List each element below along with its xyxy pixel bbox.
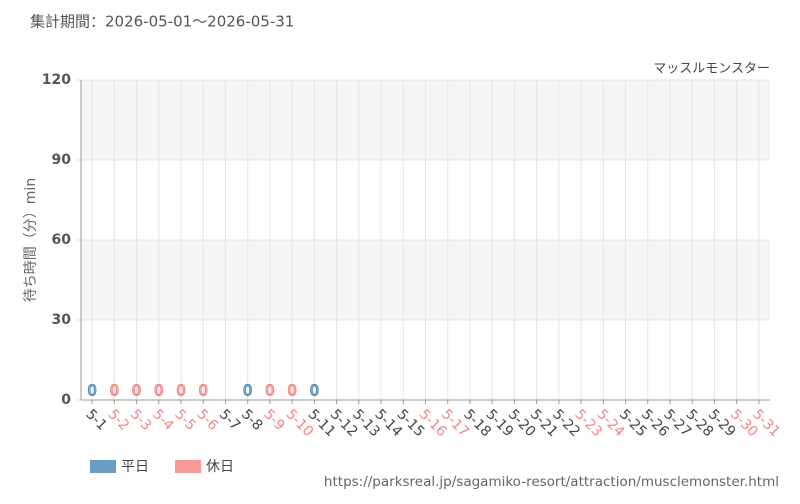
- value-label: 0: [265, 382, 275, 400]
- value-label: 0: [132, 382, 142, 400]
- y-tick-label: 120: [42, 72, 71, 88]
- legend-label: 休日: [206, 459, 234, 475]
- x-tick-label: 5-7: [216, 406, 243, 433]
- y-tick-label: 60: [52, 232, 72, 248]
- value-label: 0: [176, 382, 186, 400]
- x-tick-label: 5-4: [149, 406, 177, 434]
- value-label: 0: [154, 382, 164, 400]
- y-tick-label: 30: [52, 312, 72, 328]
- chart-title: 集計期間：2026-05-01〜2026-05-31: [30, 13, 294, 31]
- value-label: 0: [310, 382, 320, 400]
- value-label: 0: [87, 382, 97, 400]
- legend-swatch: [90, 460, 116, 473]
- x-tick-label: 5-6: [194, 406, 222, 434]
- x-tick-label: 5-2: [105, 406, 132, 433]
- y-tick-label: 0: [61, 392, 71, 408]
- value-label: 0: [198, 382, 208, 400]
- legend-swatch: [175, 460, 201, 473]
- value-label: 0: [110, 382, 120, 400]
- x-tick-label: 5-3: [127, 406, 154, 433]
- y-tick-label: 90: [52, 152, 72, 168]
- x-tick-label: 5-5: [171, 406, 198, 433]
- x-tick-label: 5-8: [238, 406, 265, 433]
- source-url: https://parksreal.jp/sagamiko-resort/att…: [324, 474, 779, 490]
- value-label: 0: [287, 382, 297, 400]
- x-tick-label: 5-1: [82, 406, 109, 433]
- y-axis-title: 待ち時間（分）min: [23, 178, 39, 302]
- legend-label: 平日: [121, 459, 149, 475]
- chart-subtitle: マッスルモンスター: [653, 62, 770, 77]
- x-tick-label: 5-9: [260, 406, 287, 433]
- value-label: 0: [243, 382, 253, 400]
